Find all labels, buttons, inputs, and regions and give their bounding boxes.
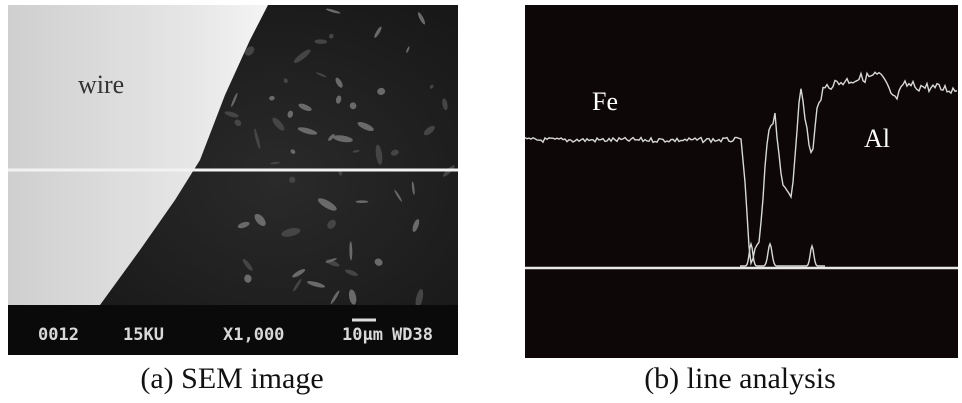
data-bar [8,305,458,355]
texture-speck [314,39,328,44]
texture-speck [411,181,415,195]
texture-speck [288,176,296,183]
texture-speck [423,125,435,136]
sem-image: wire 0012 15KU X1,000 10μm WD38 [8,5,458,355]
texture-speck [442,98,448,111]
line-analysis-image: Fe Al [524,5,958,358]
texture-speck [283,78,288,84]
wire-region [8,5,268,305]
texture-speck [429,84,434,89]
peak-trace [740,241,825,267]
texture-speck [254,128,261,150]
texture-speck [355,200,369,203]
wire-label: wire [78,70,124,99]
texture-speck [349,241,353,261]
texture-speck [234,119,242,127]
texture-speck [348,289,357,305]
texture-speck [292,269,306,278]
texture-speck [254,213,266,227]
texture-speck [374,26,382,38]
texture-speck [406,46,410,53]
databar-text: WD38 [392,325,433,345]
databar-text: 10μm [342,325,383,345]
texture-speck [417,12,426,25]
texture-speck [287,110,294,118]
texture-speck [269,95,275,101]
sem-texture [224,8,455,308]
texture-speck [329,33,334,39]
texture-speck [290,149,296,154]
fe-al-trace [524,71,958,266]
texture-speck [394,189,402,202]
caption: (a) SEM image [140,362,324,395]
texture-speck [231,92,238,107]
texture-speck [352,149,360,153]
texture-speck [328,134,335,141]
texture-speck [237,221,250,229]
texture-speck [297,127,318,135]
texture-speck [330,290,340,305]
texture-speck [333,135,353,143]
texture-speck [345,269,358,277]
texture-speck [272,117,285,131]
texture-speck [307,281,325,288]
texture-speck [316,72,327,78]
texture-speck [390,149,399,156]
caption: (b) line analysis [644,362,836,395]
texture-speck [377,87,386,95]
texture-speck [293,278,302,292]
texture-speck [357,121,374,132]
texture-speck [244,274,252,283]
texture-speck [335,95,342,104]
al-label: Al [864,124,890,153]
texture-speck [317,198,337,211]
texture-speck [415,289,424,308]
texture-speck [325,258,337,263]
texture-speck [327,219,336,229]
texture-speck [375,144,383,165]
texture-speck [224,111,239,118]
texture-speck [349,102,357,110]
analysis-background [525,5,958,358]
texture-speck [293,49,311,63]
databar-text: 15KU [123,325,164,345]
texture-speck [412,219,420,232]
fe-label: Fe [592,87,618,116]
texture-speck [281,227,301,237]
databar-text: 0012 [38,325,79,345]
texture-speck [374,258,383,266]
texture-speck [244,46,255,56]
texture-speck [325,8,341,14]
databar-text: X1,000 [223,325,284,345]
texture-speck [270,161,280,165]
texture-speck [298,103,312,111]
texture-speck [335,77,343,88]
texture-speck [242,259,253,271]
